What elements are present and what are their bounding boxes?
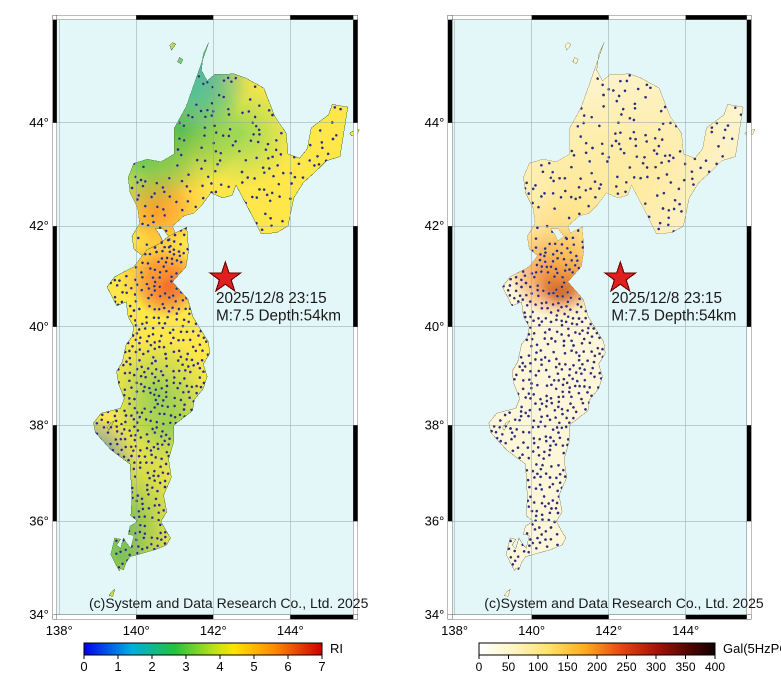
svg-text:144°: 144° — [277, 623, 304, 638]
svg-text:4: 4 — [216, 659, 223, 674]
svg-text:M:7.5 Depth:54km: M:7.5 Depth:54km — [216, 308, 341, 325]
svg-text:0: 0 — [80, 659, 87, 674]
svg-text:138°: 138° — [46, 623, 73, 638]
svg-text:40°: 40° — [425, 319, 445, 334]
svg-text:38°: 38° — [29, 417, 49, 432]
svg-text:150: 150 — [557, 660, 577, 674]
svg-text:100: 100 — [528, 660, 548, 674]
svg-text:44°: 44° — [425, 115, 445, 130]
svg-text:7: 7 — [318, 659, 325, 674]
svg-text:40°: 40° — [29, 319, 49, 334]
svg-text:(c)System and Data Research Co: (c)System and Data Research Co., Ltd. 20… — [484, 595, 764, 611]
svg-text:38°: 38° — [425, 417, 445, 432]
svg-text:142°: 142° — [200, 623, 227, 638]
svg-text:250: 250 — [616, 660, 636, 674]
svg-text:3: 3 — [182, 659, 189, 674]
svg-text:5: 5 — [250, 659, 257, 674]
svg-text:M:7.5 Depth:54km: M:7.5 Depth:54km — [611, 308, 736, 325]
svg-text:34°: 34° — [425, 607, 445, 622]
svg-text:138°: 138° — [441, 623, 468, 638]
svg-text:42°: 42° — [425, 218, 445, 233]
svg-text:200: 200 — [587, 660, 607, 674]
svg-text:36°: 36° — [29, 513, 49, 528]
svg-text:400: 400 — [705, 660, 725, 674]
svg-text:144°: 144° — [672, 623, 699, 638]
svg-text:RI: RI — [330, 641, 343, 656]
svg-text:350: 350 — [675, 660, 695, 674]
svg-text:1: 1 — [114, 659, 121, 674]
svg-text:(c)System and Data Research Co: (c)System and Data Research Co., Ltd. 20… — [89, 595, 369, 611]
svg-text:0: 0 — [476, 660, 483, 674]
svg-text:50: 50 — [502, 660, 516, 674]
svg-text:2025/12/8 23:15: 2025/12/8 23:15 — [611, 290, 722, 307]
svg-text:42°: 42° — [29, 218, 49, 233]
svg-text:Gal(5HzPGA): Gal(5HzPGA) — [723, 641, 781, 656]
svg-text:142°: 142° — [595, 623, 622, 638]
svg-text:140°: 140° — [518, 623, 545, 638]
svg-text:2025/12/8 23:15: 2025/12/8 23:15 — [216, 290, 327, 307]
svg-text:44°: 44° — [29, 115, 49, 130]
svg-text:34°: 34° — [29, 607, 49, 622]
svg-text:36°: 36° — [425, 513, 445, 528]
svg-text:140°: 140° — [123, 623, 150, 638]
svg-text:300: 300 — [646, 660, 666, 674]
svg-text:2: 2 — [148, 659, 155, 674]
svg-text:6: 6 — [284, 659, 291, 674]
